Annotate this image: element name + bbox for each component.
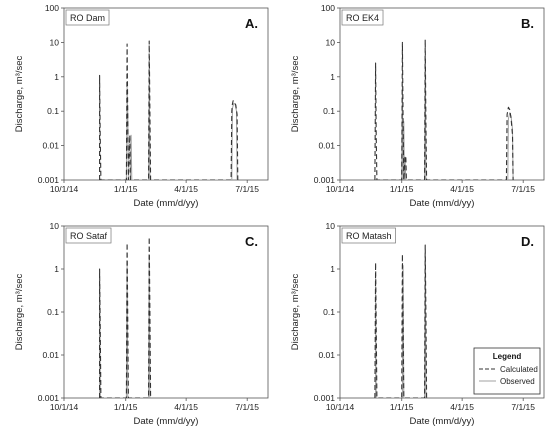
site-label: RO Matash — [346, 231, 392, 241]
y-tick-label: 10 — [50, 221, 60, 231]
y-axis-label: Discharge, m³/sec — [14, 273, 25, 350]
site-label-box — [65, 227, 112, 244]
site-label-box — [65, 9, 110, 26]
x-axis-label: Date (mm/d/yy) — [134, 416, 199, 427]
y-tick-label: 0.1 — [47, 307, 59, 317]
plot-frame — [63, 225, 269, 399]
y-tick-label: 100 — [321, 3, 335, 13]
y-tick-label: 0.001 — [38, 393, 60, 403]
chart-panel-d: 0.001 0.01 0.1 1 10 10/1/14 1/1/15 4/1/15 7/1/15… — [290, 221, 545, 427]
x-tick-label: 10/1/14 — [326, 184, 355, 194]
site-label-box — [341, 9, 384, 26]
series-calculated-line — [99, 236, 152, 398]
site-label: RO Dam — [70, 13, 105, 23]
y-tick-label: 0.1 — [323, 106, 335, 116]
x-tick-label: 7/1/15 — [511, 402, 535, 412]
y-tick-label: 1 — [54, 264, 59, 274]
chart-panel-b: 0.001 0.01 0.1 1 10 100 10/1/14 1/1/15 4/1/15 7/1… — [290, 3, 545, 209]
legend-label-calculated: Calculated — [500, 365, 538, 374]
x-tick-label: 4/1/15 — [450, 402, 474, 412]
plot-frame — [63, 7, 269, 181]
y-tick-label: 1 — [54, 72, 59, 82]
x-tick-label: 7/1/15 — [235, 402, 259, 412]
y-tick-label: 10 — [326, 221, 336, 231]
y-tick-label: 1 — [330, 72, 335, 82]
y-tick-label: 10 — [326, 37, 336, 47]
series-calculated-line — [374, 39, 514, 180]
chart-panel-a: 0.001 0.01 0.1 1 10 100 10/1/14 1/1/15 4/1/15 7/1… — [14, 3, 269, 209]
panel-letter: B. — [521, 16, 534, 31]
y-tick-label: 0.1 — [323, 307, 335, 317]
x-tick-label: 1/1/15 — [114, 184, 138, 194]
legend-label-observed: Observed — [500, 377, 535, 386]
x-tick-label: 1/1/15 — [390, 402, 414, 412]
legend: Legend Calculated Observed — [473, 347, 541, 395]
x-axis-label: Date (mm/d/yy) — [134, 198, 199, 209]
y-tick-label: 0.001 — [314, 175, 336, 185]
x-tick-label: 7/1/15 — [511, 184, 535, 194]
site-label-box — [341, 227, 396, 244]
y-tick-label: 0.01 — [42, 141, 59, 151]
y-axis-label: Discharge, m³/sec — [290, 273, 301, 350]
site-label: RO Sataf — [70, 231, 108, 241]
x-tick-label: 1/1/15 — [390, 184, 414, 194]
y-tick-label: 10 — [50, 37, 60, 47]
x-tick-label: 4/1/15 — [174, 184, 198, 194]
series-calculated-line — [99, 40, 239, 180]
x-tick-label: 10/1/14 — [326, 402, 355, 412]
y-tick-label: 0.01 — [42, 350, 59, 360]
legend-box — [473, 347, 541, 395]
x-tick-label: 4/1/15 — [450, 184, 474, 194]
y-tick-label: 0.001 — [38, 175, 60, 185]
y-axis-label: Discharge, m³/sec — [290, 55, 301, 132]
x-tick-label: 7/1/15 — [235, 184, 259, 194]
y-tick-label: 0.1 — [47, 106, 59, 116]
y-tick-label: 1 — [330, 264, 335, 274]
x-axis-label: Date (mm/d/yy) — [410, 198, 475, 209]
y-axis-label: Discharge, m³/sec — [14, 55, 25, 132]
x-axis-label: Date (mm/d/yy) — [410, 416, 475, 427]
panel-letter: D. — [521, 234, 534, 249]
y-tick-label: 100 — [45, 3, 59, 13]
panel-letter: C. — [245, 234, 258, 249]
y-tick-label: 0.01 — [318, 350, 335, 360]
series-calculated-line — [374, 244, 428, 398]
x-tick-label: 10/1/14 — [50, 402, 79, 412]
x-tick-label: 10/1/14 — [50, 184, 79, 194]
site-label: RO EK4 — [346, 13, 379, 23]
x-tick-label: 4/1/15 — [174, 402, 198, 412]
chart-panel-c: 0.001 0.01 0.1 1 10 10/1/14 1/1/15 4/1/15 7/1/15… — [14, 221, 269, 427]
y-tick-label: 0.01 — [318, 141, 335, 151]
y-tick-label: 0.001 — [314, 393, 336, 403]
plot-frame — [339, 7, 545, 181]
panel-letter: A. — [245, 16, 258, 31]
x-tick-label: 1/1/15 — [114, 402, 138, 412]
legend-title: Legend — [493, 352, 522, 361]
